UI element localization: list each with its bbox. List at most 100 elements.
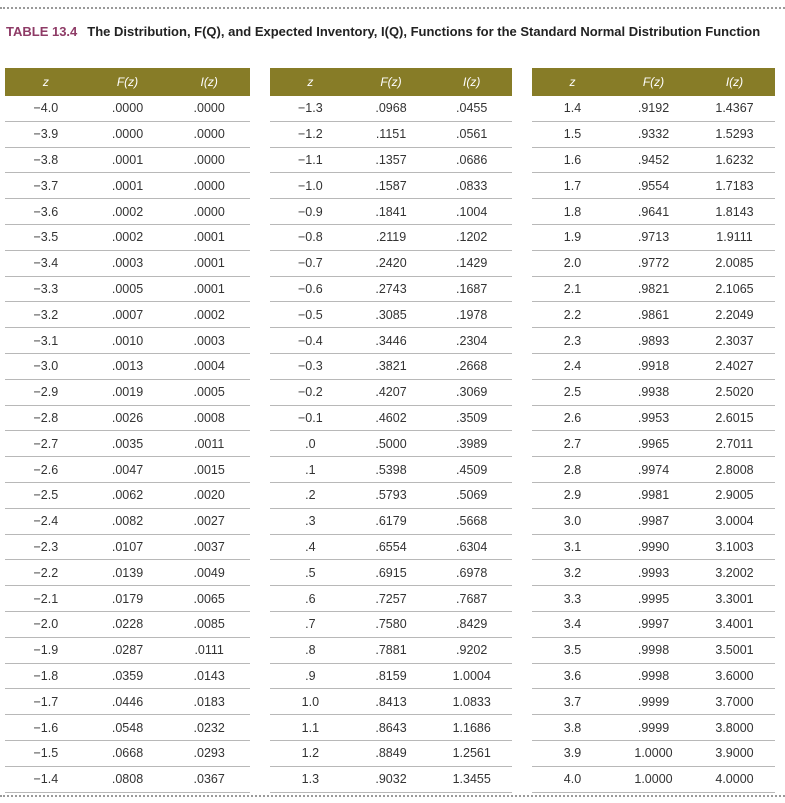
cell: 2.7011 [715, 436, 754, 451]
cell: 2.1065 [715, 281, 754, 296]
cell: .0000 [193, 101, 225, 116]
table-row: 3.3 .9995 3.3001 [532, 586, 775, 612]
cell: 2.5020 [715, 385, 754, 400]
table-row: .8 .7881 .9202 [270, 638, 512, 664]
table-row: .1 .5398 .4509 [270, 457, 512, 483]
table-row: 2.8 .9974 2.8008 [532, 457, 775, 483]
cell: .9332 [637, 127, 670, 142]
cell: .0446 [111, 694, 144, 709]
cell: 4.0 [563, 772, 582, 787]
title: TABLE 13.4 The Distribution, F(Q), and Ex… [6, 24, 760, 39]
table-row: −1.9 .0287 .0111 [5, 638, 250, 664]
cell: 1.0004 [452, 668, 491, 683]
cell: .9713 [637, 230, 670, 245]
cell: 3.4001 [715, 617, 754, 632]
cell: 1.2561 [452, 746, 491, 761]
table-row: 2.4 .9918 2.4027 [532, 354, 775, 380]
cell: −2.1 [33, 591, 59, 606]
cell: 1.2 [301, 746, 320, 761]
cell: −0.8 [297, 230, 323, 245]
cell: .9192 [637, 101, 670, 116]
cell: 1.7183 [715, 178, 754, 193]
table-row: 1.6 .9452 1.6232 [532, 148, 775, 174]
table-row: −0.4 .3446 .2304 [270, 328, 512, 354]
cell: .0107 [111, 539, 144, 554]
cell: .2 [305, 488, 316, 503]
cell: .9993 [637, 565, 670, 580]
cell: 3.0 [563, 514, 582, 529]
cell: .0008 [193, 410, 225, 425]
cell: .2743 [375, 281, 407, 296]
cell: .0000 [193, 127, 225, 142]
cell: 2.0 [563, 256, 582, 271]
cell: −3.4 [33, 256, 59, 271]
cell: .0005 [193, 385, 225, 400]
cell: .2420 [375, 256, 407, 271]
cell: .0232 [193, 720, 225, 735]
cell: −4.0 [33, 101, 59, 116]
cell: .0668 [111, 746, 144, 761]
cell: .6304 [456, 539, 488, 554]
column-heading: z [307, 75, 314, 89]
cell: .0004 [193, 359, 225, 374]
cell: .0455 [456, 101, 488, 116]
cell: 4.0000 [715, 772, 754, 787]
cell: .9641 [637, 204, 670, 219]
cell: 1.8143 [715, 204, 754, 219]
cell: .9998 [637, 643, 670, 658]
cell: .3 [305, 514, 316, 529]
table-row: −3.5 .0002 .0001 [5, 225, 250, 251]
table-row: −2.0 .0228 .0085 [5, 612, 250, 638]
cell: 3.5 [563, 643, 582, 658]
cell: .4602 [375, 410, 407, 425]
cell: −0.4 [297, 333, 323, 348]
cell: .5793 [375, 488, 407, 503]
cell: 1.0000 [634, 772, 673, 787]
table-row: −3.9 .0000 .0000 [5, 122, 250, 148]
cell: .9554 [637, 178, 670, 193]
table-row: 3.6 .9998 3.6000 [532, 664, 775, 690]
table-row: −2.8 .0026 .0008 [5, 406, 250, 432]
table-row: −2.3 .0107 .0037 [5, 535, 250, 561]
table-row: −0.8 .2119 .1202 [270, 225, 512, 251]
cell: .0808 [111, 772, 144, 787]
cell: −3.2 [33, 307, 59, 322]
cell: 1.6232 [715, 152, 754, 167]
cell: .9997 [637, 617, 670, 632]
cell: 1.6 [563, 152, 582, 167]
cell: .4207 [375, 385, 407, 400]
cell: −0.3 [297, 359, 323, 374]
table-row: −0.1 .4602 .3509 [270, 406, 512, 432]
header-row: z F(z) I(z) [532, 68, 775, 96]
cell: .0062 [111, 488, 144, 503]
table-row: −0.9 .1841 .1004 [270, 199, 512, 225]
table-row: 1.2 .8849 1.2561 [270, 741, 512, 767]
cell: −0.2 [297, 385, 323, 400]
cell: −1.4 [33, 772, 59, 787]
cell: 2.0085 [715, 256, 754, 271]
table-row: 3.1 .9990 3.1003 [532, 535, 775, 561]
cell: −2.9 [33, 385, 59, 400]
cell: .8159 [375, 668, 407, 683]
cell: .0026 [111, 410, 144, 425]
cell: .8429 [456, 617, 488, 632]
table-row: −3.6 .0002 .0000 [5, 199, 250, 225]
table-row: .7 .7580 .8429 [270, 612, 512, 638]
cell: .9 [305, 668, 316, 683]
table-row: 2.7 .9965 2.7011 [532, 431, 775, 458]
table-row: −3.1 .0010 .0003 [5, 328, 250, 354]
table-row: .0 .5000 .3989 [270, 431, 512, 458]
cell: .0000 [193, 178, 225, 193]
cell: .0179 [111, 591, 144, 606]
table-row: 2.0 .9772 2.0085 [532, 251, 775, 277]
cell: .6 [305, 591, 316, 606]
cell: −1.9 [33, 643, 59, 658]
cell: −3.3 [33, 281, 59, 296]
table-row: .6 .7257 .7687 [270, 586, 512, 612]
table-row: 1.5 .9332 1.5293 [532, 122, 775, 148]
cell: .9981 [637, 488, 670, 503]
cell: .0367 [193, 772, 225, 787]
table-row: 1.4 .9192 1.4367 [532, 96, 775, 122]
cell: −0.9 [297, 204, 323, 219]
cell: 2.8008 [715, 462, 754, 477]
